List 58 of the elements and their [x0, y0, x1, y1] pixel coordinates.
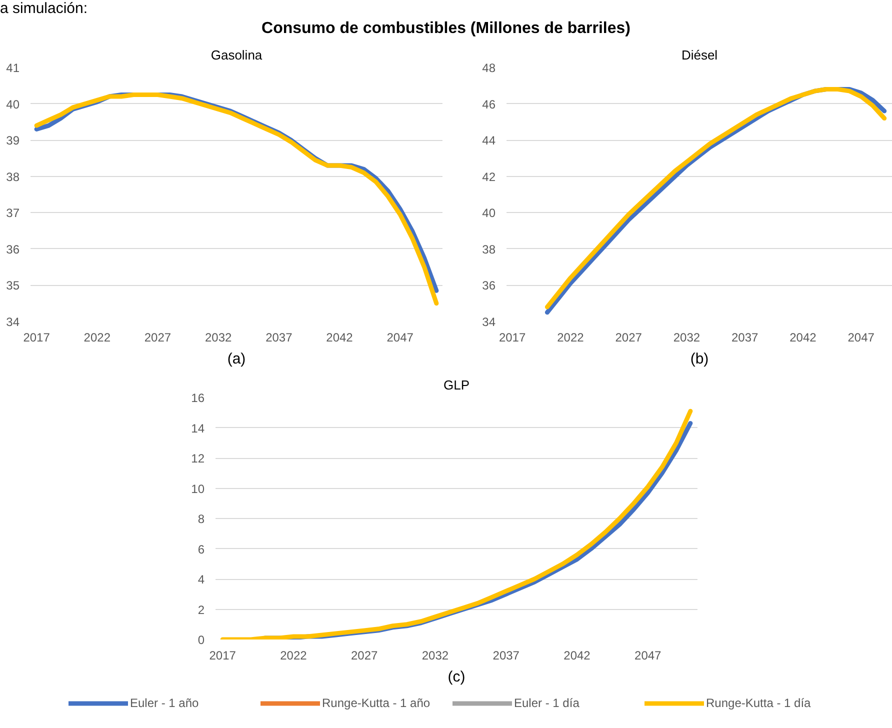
y-tick-label: 42 — [482, 170, 496, 184]
x-tick-label: 2047 — [848, 330, 875, 344]
y-tick-label: 37 — [6, 206, 20, 220]
y-tick-label: 46 — [482, 97, 496, 112]
x-tick-label: 2027 — [144, 330, 172, 344]
x-axis-title: (b) — [690, 350, 709, 368]
y-tick-label: 40 — [482, 206, 496, 220]
y-tick-label: 41 — [6, 61, 20, 75]
y-tick-label: 16 — [191, 391, 205, 405]
x-axis-title: (a) — [227, 350, 246, 368]
y-tick-label: 38 — [482, 242, 496, 256]
y-tick-label: 48 — [482, 61, 496, 75]
y-tick-label: 14 — [191, 421, 205, 436]
y-tick-label: 36 — [6, 242, 20, 256]
x-tick-label: 2037 — [492, 648, 520, 662]
y-tick-label: 39 — [6, 134, 20, 148]
x-tick-label: 2027 — [351, 648, 378, 662]
y-tick-label: 6 — [198, 542, 205, 556]
legend-label: Runge-Kutta - 1 día — [706, 696, 812, 710]
x-tick-label: 2017 — [498, 330, 526, 344]
y-tick-label: 12 — [191, 452, 205, 466]
x-tick-label: 2042 — [790, 330, 817, 344]
y-tick-label: 35 — [6, 278, 20, 293]
x-tick-label: 2032 — [673, 330, 700, 344]
y-tick-label: 44 — [482, 134, 496, 148]
x-tick-label: 2022 — [557, 330, 584, 344]
x-tick-label: 2017 — [23, 330, 50, 344]
y-tick-label: 34 — [6, 315, 20, 329]
y-tick-label: 10 — [191, 482, 205, 496]
y-tick-label: 4 — [198, 572, 205, 586]
x-tick-label: 2032 — [204, 330, 232, 344]
chart-title: GLP — [443, 378, 470, 392]
x-tick-label: 2037 — [266, 330, 293, 344]
x-tick-label: 2042 — [564, 648, 591, 662]
y-tick-label: 2 — [198, 602, 205, 617]
x-tick-label: 2027 — [615, 330, 642, 344]
legend-label: Euler - 1 año — [130, 696, 200, 710]
legend-label: Euler - 1 día — [514, 696, 580, 710]
x-axis-title: (c) — [448, 668, 466, 686]
x-tick-label: 2022 — [84, 330, 111, 344]
y-tick-label: 40 — [6, 97, 20, 112]
y-tick-label: 0 — [198, 633, 205, 647]
text: a simulación: — [0, 0, 88, 18]
y-tick-label: 36 — [482, 278, 496, 293]
x-tick-label: 2047 — [386, 330, 414, 344]
x-tick-label: 2037 — [731, 330, 759, 344]
x-tick-label: 2022 — [280, 648, 308, 662]
chart-title: Diésel — [681, 48, 718, 62]
x-tick-label: 2047 — [634, 648, 662, 662]
y-tick-label: 8 — [198, 512, 205, 526]
text: Consumo de combustibles (Millones de barriles) — [262, 19, 630, 39]
x-tick-label: 2032 — [422, 648, 449, 662]
x-tick-label: 2042 — [326, 330, 354, 344]
y-tick-label: 34 — [482, 315, 496, 329]
y-tick-label: 38 — [6, 170, 20, 184]
x-tick-label: 2017 — [209, 648, 236, 662]
legend-label: Runge-Kutta - 1 año — [322, 696, 432, 710]
chart-title: Gasolina — [210, 48, 263, 62]
